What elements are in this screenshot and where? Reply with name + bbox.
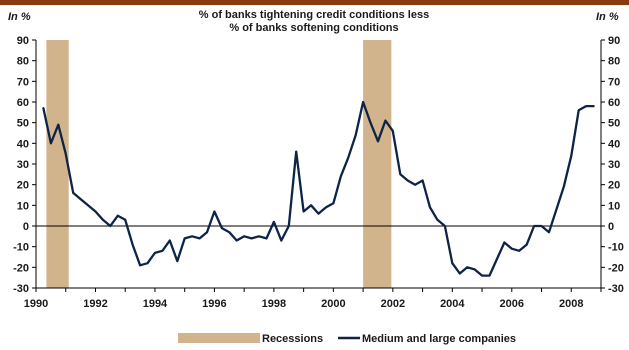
y-tick-label-left-50: 50 bbox=[17, 118, 29, 130]
y-tick-label-left-80: 80 bbox=[17, 56, 29, 68]
y-tick-label-right-90: 90 bbox=[608, 35, 620, 47]
chart-subtitle: % of banks softening conditions bbox=[229, 22, 398, 34]
x-tick-label-2008: 2008 bbox=[559, 298, 583, 310]
x-tick-label-2004: 2004 bbox=[440, 298, 465, 310]
y-tick-label-left--20: -20 bbox=[13, 262, 29, 274]
x-tick-label-1994: 1994 bbox=[143, 298, 168, 310]
recession-bands bbox=[46, 40, 392, 288]
header-accent-bar bbox=[0, 0, 629, 5]
y-tick-label-left-0: 0 bbox=[23, 221, 29, 233]
axes: 90 90 80 80 70 70 60 60 50 50 40 40 30 30 20 20 10 10 0 0 -1… bbox=[13, 35, 624, 310]
x-tick-label-1992: 1992 bbox=[83, 298, 107, 310]
y-tick-label-left-40: 40 bbox=[17, 138, 29, 150]
chart-title: % of banks tightening credit conditions … bbox=[199, 9, 429, 21]
y-tick-label-right-70: 70 bbox=[608, 76, 620, 88]
recession-band-1 bbox=[363, 40, 392, 288]
legend-label-series: Medium and large companies bbox=[362, 333, 516, 345]
right-axis-unit: In % bbox=[596, 11, 619, 23]
legend-label-recessions: Recessions bbox=[262, 333, 323, 345]
y-tick-label-left-60: 60 bbox=[17, 97, 29, 109]
x-tick-label-1998: 1998 bbox=[262, 298, 286, 310]
y-tick-label-left-30: 30 bbox=[17, 159, 29, 171]
x-tick-label-2000: 2000 bbox=[321, 298, 345, 310]
series-lines bbox=[42, 100, 595, 277]
y-tick-label-right-50: 50 bbox=[608, 118, 620, 130]
x-tick-label-1996: 1996 bbox=[202, 298, 226, 310]
y-tick-label-right-40: 40 bbox=[608, 138, 620, 150]
y-tick-label-left--10: -10 bbox=[13, 242, 29, 254]
y-tick-label-right--30: -30 bbox=[608, 283, 624, 295]
y-tick-label-right-80: 80 bbox=[608, 56, 620, 68]
y-tick-label-left--30: -30 bbox=[13, 283, 29, 295]
x-tick-label-1990: 1990 bbox=[24, 298, 48, 310]
y-tick-label-right-10: 10 bbox=[608, 200, 620, 212]
x-tick-label-2002: 2002 bbox=[381, 298, 405, 310]
series-line-0 bbox=[42, 100, 595, 277]
y-tick-label-left-20: 20 bbox=[17, 180, 29, 192]
y-tick-label-right-60: 60 bbox=[608, 97, 620, 109]
y-tick-label-left-70: 70 bbox=[17, 76, 29, 88]
x-tick-label-2006: 2006 bbox=[500, 298, 524, 310]
legend-swatch-recessions bbox=[178, 333, 260, 343]
legend: Recessions Medium and large companies bbox=[178, 333, 516, 345]
recession-band-0 bbox=[46, 40, 69, 288]
y-tick-label-right-30: 30 bbox=[608, 159, 620, 171]
left-axis-unit: In % bbox=[8, 11, 31, 23]
y-tick-label-right-20: 20 bbox=[608, 180, 620, 192]
y-tick-label-left-90: 90 bbox=[17, 35, 29, 47]
y-tick-label-right--10: -10 bbox=[608, 242, 624, 254]
y-tick-label-right--20: -20 bbox=[608, 262, 624, 274]
y-tick-label-left-10: 10 bbox=[17, 200, 29, 212]
y-tick-label-right-0: 0 bbox=[608, 221, 614, 233]
